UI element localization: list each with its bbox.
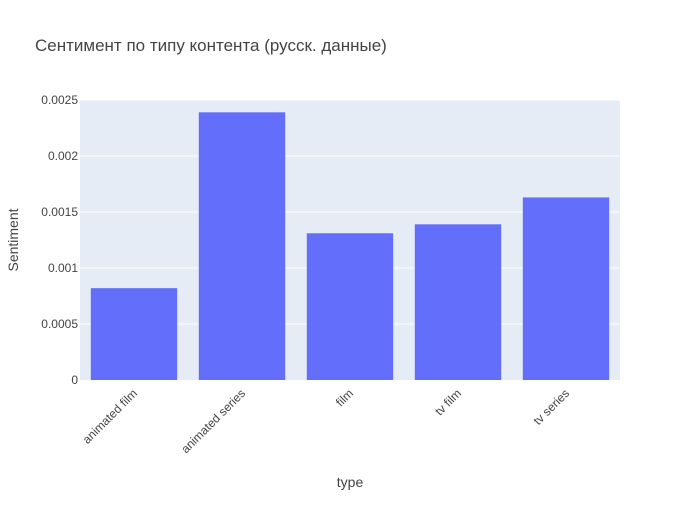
x-axis-title: type	[337, 474, 364, 490]
y-tick-labels: 0 0.0005 0.001 0.0015 0.002 0.0025	[41, 93, 78, 387]
x-tick-label: tv series	[531, 386, 572, 427]
y-tick-label: 0.001	[48, 261, 78, 275]
bar-film	[306, 233, 394, 380]
y-tick-label: 0.002	[48, 149, 78, 163]
bar-animated-film	[90, 288, 178, 380]
y-axis-title: Sentiment	[5, 208, 21, 271]
y-tick-label: 0	[71, 373, 78, 387]
y-tick-label: 0.0015	[41, 205, 78, 219]
bars	[90, 112, 610, 380]
x-tick-label: film	[333, 386, 356, 409]
bar-animated-series	[198, 112, 286, 380]
x-tick-label: animated series	[178, 386, 248, 456]
y-tick-label: 0.0005	[41, 317, 78, 331]
x-tick-labels: animated film animated series film tv film t…	[80, 386, 572, 456]
x-tick-label: tv film	[432, 386, 464, 418]
y-tick-label: 0.0025	[41, 93, 78, 107]
chart-title: Сентимент по типу контента (русск. данны…	[35, 36, 387, 55]
x-tick-label: animated film	[80, 386, 140, 446]
bar-tv-film	[414, 224, 502, 380]
bar-tv-series	[522, 197, 610, 380]
